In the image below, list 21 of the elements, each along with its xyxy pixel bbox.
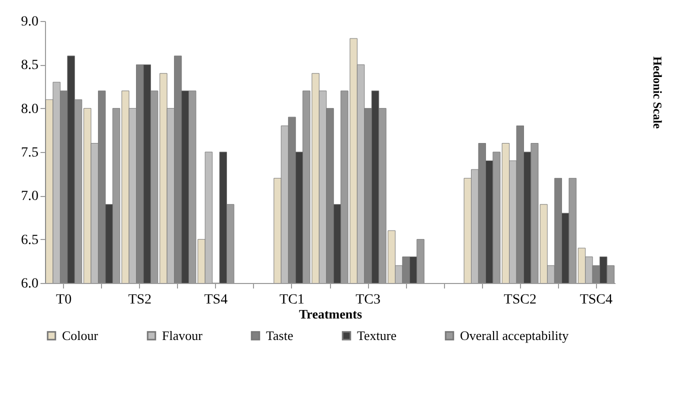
y-tick-label: 7.5 xyxy=(21,146,38,160)
legend-label: Colour xyxy=(62,328,99,343)
x-tick-label: T0 xyxy=(56,292,72,308)
y-tick-label: 8.5 xyxy=(21,58,38,74)
y-axis-title: Hedonic Scale xyxy=(650,56,664,130)
x-tick-label: TSC4 xyxy=(580,292,613,308)
y-tick-label: 8.0 xyxy=(21,102,38,117)
y-tick-label: 9.0 xyxy=(21,14,38,30)
legend-label: Overall acceptability xyxy=(460,328,570,343)
x-tick-label: TC1 xyxy=(280,292,304,308)
y-tick-label: 7.0 xyxy=(21,189,38,204)
legend-label: Taste xyxy=(266,328,294,343)
y-tick-label: 6.0 xyxy=(21,276,38,292)
y-tick-label: 6.5 xyxy=(21,232,38,248)
x-tick-label: TSC2 xyxy=(504,292,536,308)
x-tick-label: TC3 xyxy=(356,292,380,308)
x-tick-label: TS4 xyxy=(204,292,228,308)
legend-label: Texture xyxy=(357,328,397,343)
x-axis-title: Treatments xyxy=(298,306,362,322)
legend-label: Flavour xyxy=(162,328,204,343)
x-tick-label: TS2 xyxy=(128,292,152,308)
